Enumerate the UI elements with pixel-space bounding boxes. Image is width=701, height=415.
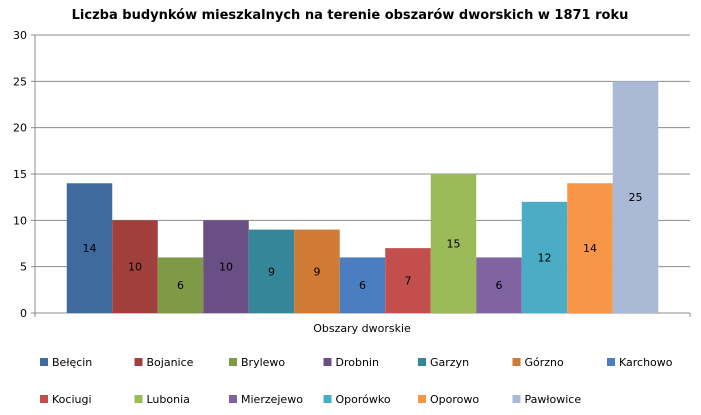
y-tick-label-15: 15 (13, 168, 27, 181)
data-label-Drobnin: 10 (219, 261, 233, 274)
bar-Brylewo (157, 257, 204, 313)
legend-label-Oporowo: Oporowo (430, 393, 479, 406)
legend-swatch-Bojanice (134, 358, 143, 366)
chart-title: Liczba budynków mieszkalnych na terenie … (72, 8, 629, 23)
data-label-Garzyn: 9 (268, 265, 275, 278)
bar-Bojanice (112, 220, 158, 313)
bar-Garzyn (248, 229, 295, 313)
legend-label-Pawłowice: Pawłowice (525, 393, 582, 406)
data-labels: 14 10 6 10 9 9 6 7 15 6 12 14 25 (83, 191, 643, 292)
data-label-Kociugi: 7 (405, 275, 412, 288)
legend-label-Mierzejewo: Mierzejewo (241, 393, 303, 406)
legend-label-Brylewo: Brylewo (241, 356, 285, 369)
legend-label-Kociugi: Kociugi (52, 393, 92, 406)
y-tick-label-25: 25 (13, 75, 27, 88)
legend-label-Karchowo: Karchowo (619, 356, 673, 369)
bar-Oporówko (521, 201, 568, 313)
bar-Mierzejewo (476, 257, 522, 313)
legend-swatch-Drobnin (323, 358, 332, 366)
legend-swatch-Brylewo (229, 358, 237, 366)
y-tick-label-30: 30 (13, 29, 27, 42)
bar-Drobnin (203, 220, 249, 313)
data-label-Oporówko: 12 (538, 251, 552, 264)
bars (66, 81, 659, 313)
legend-label-Bełęcin: Bełęcin (52, 356, 92, 369)
y-tick-label-20: 20 (13, 122, 27, 135)
legend-swatch-Garzyn (418, 358, 426, 366)
legend-label-Garzyn: Garzyn (430, 356, 469, 369)
legend-swatch-Mierzejewo (229, 395, 237, 403)
x-axis-label: Obszary dworskie (313, 322, 411, 335)
legend-swatch-Kociugi (40, 395, 48, 403)
data-label-Brylewo: 6 (177, 279, 184, 292)
bar-Karchowo (339, 257, 386, 313)
legend-label-Lubonia: Lubonia (147, 393, 190, 406)
legend: Bełęcin Bojanice Brylewo Drobnin Garzyn Górzn… (40, 356, 673, 406)
bar-Bełęcin (66, 183, 113, 313)
data-label-Mierzejewo: 6 (496, 279, 503, 292)
data-label-Górzno: 9 (314, 265, 321, 278)
y-tick-label-0: 0 (20, 307, 27, 320)
legend-label-Oporówko: Oporówko (336, 393, 391, 406)
data-label-Oporowo: 14 (583, 242, 597, 255)
legend-label-Górzno: Górzno (525, 356, 565, 369)
bar-Lubonia (430, 174, 477, 313)
legend-swatch-Karchowo (607, 358, 615, 366)
data-label-Bełęcin: 14 (83, 242, 97, 255)
legend-label-Bojanice: Bojanice (147, 356, 194, 369)
legend-swatch-Oporowo (418, 395, 426, 403)
y-tick-label-10: 10 (13, 214, 27, 227)
legend-swatch-Bełęcin (40, 358, 48, 366)
data-label-Lubonia: 15 (447, 238, 461, 251)
bar-Kociugi (385, 248, 431, 313)
legend-swatch-Pawłowice (512, 395, 521, 403)
bar-Oporowo (567, 183, 613, 313)
y-tick-label-5: 5 (20, 261, 27, 274)
data-label-Karchowo: 6 (359, 279, 366, 292)
data-label-Pawłowice: 25 (629, 191, 643, 204)
bar-Górzno (294, 229, 340, 313)
bar-Pawłowice (612, 81, 659, 313)
legend-label-Drobnin: Drobnin (336, 356, 379, 369)
data-label-Bojanice: 10 (128, 261, 142, 274)
legend-swatch-Górzno (512, 358, 521, 366)
legend-swatch-Oporówko (323, 395, 332, 403)
legend-swatch-Lubonia (134, 395, 143, 403)
